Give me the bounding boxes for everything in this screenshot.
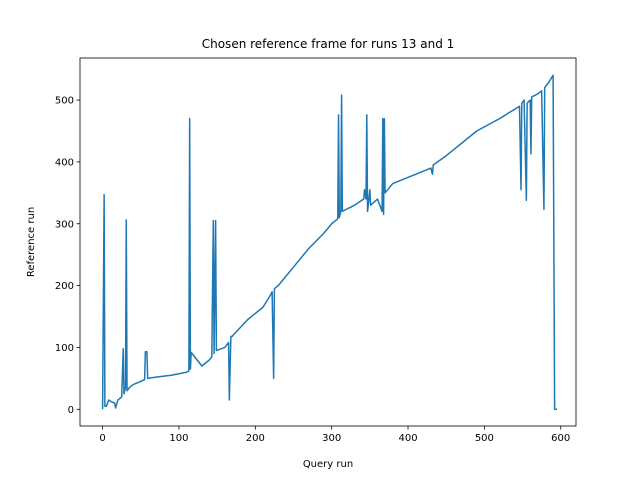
plot-frame	[79, 57, 577, 427]
y-tick-label: 200	[55, 281, 74, 292]
x-tick-label: 300	[322, 433, 341, 444]
data-line	[101, 74, 557, 411]
y-tick-label: 0	[68, 405, 74, 416]
chart-title: Chosen reference frame for runs 13 and 1	[202, 37, 455, 51]
x-tick-label: 100	[169, 433, 188, 444]
x-axis-label: Query run	[303, 459, 353, 470]
x-tick-label: 600	[551, 433, 570, 444]
y-tick-label: 500	[55, 96, 74, 107]
x-tick-label: 400	[398, 433, 417, 444]
y-tick-label: 400	[55, 157, 74, 168]
y-axis-label: Reference run	[26, 207, 37, 277]
x-tick-label: 200	[246, 433, 265, 444]
y-tick-label: 300	[55, 219, 74, 230]
x-tick-label: 0	[99, 433, 105, 444]
y-tick-label: 100	[55, 343, 74, 354]
x-tick-label: 500	[475, 433, 494, 444]
